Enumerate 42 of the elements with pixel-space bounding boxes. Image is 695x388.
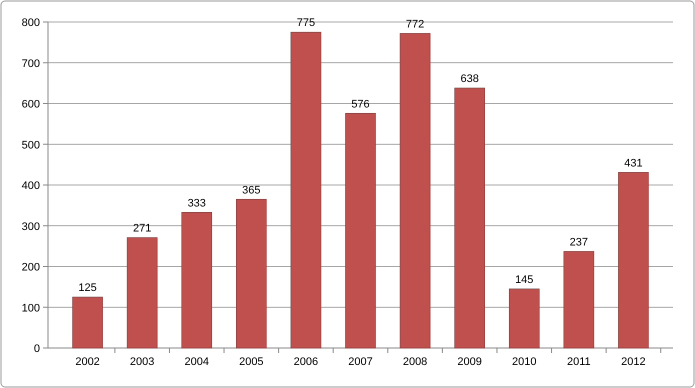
x-tick-label: 2005 <box>239 356 264 368</box>
x-tick-label: 2003 <box>130 356 154 368</box>
y-tick-label: 400 <box>22 180 40 192</box>
data-label: 333 <box>188 197 206 210</box>
y-tick-label: 0 <box>34 343 40 355</box>
bar <box>454 88 485 348</box>
bar <box>345 112 376 348</box>
bar <box>181 212 212 348</box>
data-label: 772 <box>406 18 424 30</box>
y-tick-label: 700 <box>22 58 40 70</box>
y-tick-label: 800 <box>22 17 40 29</box>
x-tick-label: 2010 <box>512 356 536 368</box>
y-tick-label: 600 <box>22 98 40 110</box>
data-label: 576 <box>351 98 370 110</box>
y-tick-label: 200 <box>22 262 40 274</box>
data-label: 775 <box>296 17 316 30</box>
data-label: 365 <box>242 184 261 196</box>
data-label: 125 <box>78 282 97 294</box>
bar <box>236 198 267 348</box>
data-label: 271 <box>132 222 152 235</box>
x-tick-label: 2008 <box>402 356 428 368</box>
x-tick-label: 2006 <box>294 356 318 368</box>
y-tick-label: 300 <box>22 220 40 233</box>
x-tick-label: 2009 <box>457 356 482 368</box>
y-tick-label: 100 <box>22 302 40 314</box>
bar <box>290 32 322 348</box>
bar <box>126 237 158 348</box>
y-tick-label: 500 <box>22 139 40 152</box>
data-label: 145 <box>515 274 534 286</box>
x-tick-label: 2007 <box>348 356 373 368</box>
data-label: 237 <box>570 236 588 248</box>
bar <box>564 251 594 348</box>
x-tick-label: 2004 <box>184 356 209 368</box>
x-tick-label: 2011 <box>567 356 591 368</box>
x-tick-label: 2012 <box>621 356 646 368</box>
bar <box>72 296 103 348</box>
bar <box>508 288 540 348</box>
bar <box>400 33 430 348</box>
data-label: 638 <box>460 73 479 86</box>
data-label: 431 <box>624 157 643 170</box>
bar <box>618 172 649 348</box>
x-tick-label: 2002 <box>75 356 100 368</box>
